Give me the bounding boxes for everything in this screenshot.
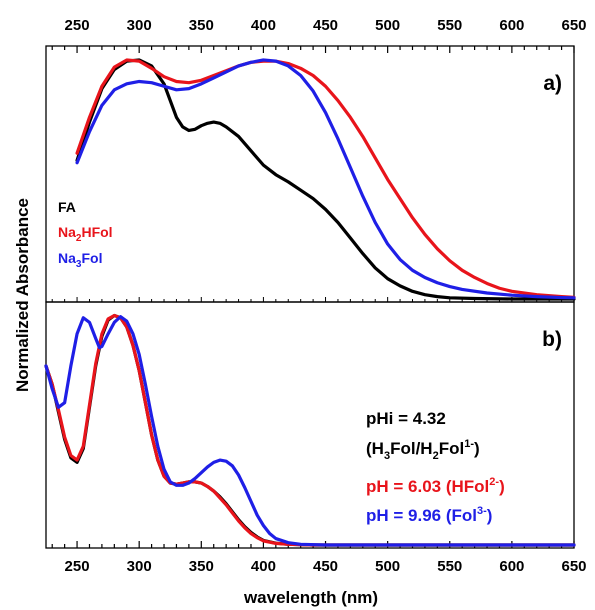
x-axis-title: wavelength (nm) xyxy=(243,588,378,607)
axis-ticks xyxy=(51,46,575,548)
series-line-panel-b-0 xyxy=(44,313,576,547)
annotation-ph-996: pH = 9.96 (Fol3-) xyxy=(366,505,492,525)
x-tick-label-bottom: 550 xyxy=(437,558,462,575)
annotation-ph-603: pH = 6.03 (HFol2-) xyxy=(366,476,505,496)
x-tick-label-top: 500 xyxy=(375,17,400,34)
x-tick-label-top: 300 xyxy=(127,17,152,34)
y-axis-title: Normalized Absorbance xyxy=(13,198,32,392)
x-tick-label-bottom: 300 xyxy=(127,558,152,575)
panel-b-label: b) xyxy=(542,328,562,351)
x-tick-label-top: 650 xyxy=(561,17,586,34)
tick-labels: 250 250 300 300 350 350 400 400 450 450 500 500 550 5… xyxy=(65,17,587,575)
x-tick-label-top: 450 xyxy=(313,17,338,34)
x-tick-label-bottom: 500 xyxy=(375,558,400,575)
series-lines xyxy=(44,58,576,547)
series-line-panel-a-1 xyxy=(75,58,576,299)
x-tick-label-top: 550 xyxy=(437,17,462,34)
series-line-panel-b-1 xyxy=(44,313,576,547)
x-tick-label-bottom: 400 xyxy=(251,558,276,575)
plot-frames xyxy=(45,45,575,549)
panel-a-label: a) xyxy=(543,72,562,95)
annotation-species-acid: (H3Fol/H2Fol1-) xyxy=(366,438,480,462)
annotation-phi: pHi = 4.32 xyxy=(366,409,446,428)
x-tick-label-top: 250 xyxy=(65,17,90,34)
legend-entry-na3fol: Na3Fol xyxy=(58,250,102,270)
x-tick-label-top: 350 xyxy=(189,17,214,34)
x-tick-label-top: 600 xyxy=(499,17,524,34)
x-tick-label-bottom: 650 xyxy=(561,558,586,575)
panel-frame-b xyxy=(45,301,575,549)
x-tick-label-top: 400 xyxy=(251,17,276,34)
x-tick-label-bottom: 250 xyxy=(65,558,90,575)
series-line-panel-b-2 xyxy=(44,315,576,547)
x-tick-label-bottom: 350 xyxy=(189,558,214,575)
series-line-panel-a-2 xyxy=(75,58,576,300)
legend-entry-fa: FA xyxy=(58,199,76,215)
legend-entry-na2hfol: Na2HFol xyxy=(58,224,113,244)
x-tick-label-bottom: 450 xyxy=(313,558,338,575)
series-line-panel-a-0 xyxy=(75,58,576,301)
x-tick-label-bottom: 600 xyxy=(499,558,524,575)
